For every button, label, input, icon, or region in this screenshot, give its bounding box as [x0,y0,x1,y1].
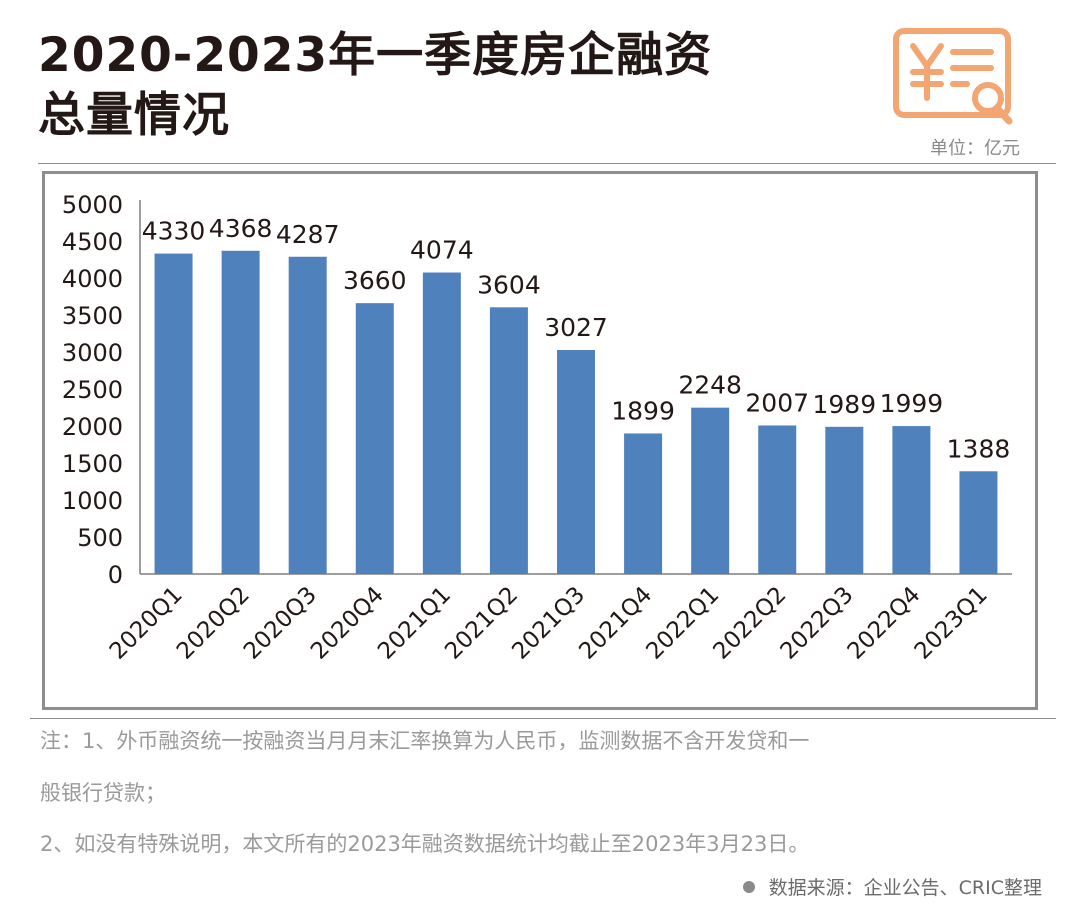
source-line: 数据来源：企业公告、CRIC整理 [742,873,1042,900]
top-divider [38,163,1056,164]
bar [557,350,595,574]
bar [758,425,797,574]
source-label: 数据来源：企业公告、CRIC整理 [768,877,1042,899]
data-label: 1899 [611,396,675,425]
bottom-divider [30,718,1056,719]
y-tick-label: 4000 [62,265,123,293]
y-tick-label: 1500 [62,450,123,478]
bar [355,303,394,574]
y-tick-label: 4500 [62,228,123,256]
data-label: 3604 [477,270,541,299]
x-tick-label: 2021Q4 [574,582,657,665]
data-label: 4330 [142,217,206,246]
bar-chart: 0 500 1000 1500 2000 2500 3000 3500 4000 4500 5000… [62,191,1012,665]
data-label: 4287 [276,220,340,249]
bar [892,426,931,574]
bar [422,272,461,574]
bar [154,253,193,574]
data-label: 4074 [410,236,474,265]
bar [624,433,663,574]
note-line-2: 般银行贷款； [40,781,166,805]
x-tick-label: 2022Q4 [843,582,926,665]
y-tick-label: 0 [108,561,123,589]
y-tick-label: 3500 [62,302,123,330]
bar [825,426,864,574]
data-label: 4368 [209,214,273,243]
x-tick-label: 2020Q2 [172,582,255,665]
x-tick-label: 2021Q3 [507,582,590,665]
x-tick-label: 2021Q2 [440,582,523,665]
y-tick-label: 2000 [62,413,123,441]
note-line-3: 2、如没有特殊说明，本文所有的2023年融资数据统计均截止至2023年3月23日… [40,832,810,856]
data-label: 1989 [812,390,876,419]
title-line-2: 总量情况 [38,88,230,143]
y-tick-label: 1000 [62,487,123,515]
data-label: 2007 [745,388,809,417]
chart-frame: 0 500 1000 1500 2000 2500 3000 3500 4000 4500 5000… [42,171,1038,710]
yuan-document-search-icon [893,28,1013,125]
title-line-1: 2020-2023年一季度房企融资 [38,28,713,83]
x-tick-label: 2020Q3 [239,582,322,665]
x-tick-label: 2022Q1 [641,582,724,665]
data-label: 1999 [880,389,944,418]
data-label: 3660 [343,266,407,295]
bar [489,307,528,574]
unit-label: 单位：亿元 [930,138,1020,159]
page-title: 2020-2023年一季度房企融资 总量情况 [38,26,838,146]
bar [959,471,998,574]
y-tick-label: 3000 [62,339,123,367]
note-line-1: 注：1、外币融资统一按融资当月月末汇率换算为人民币，监测数据不含开发贷和一 [40,729,810,753]
bullet-icon [742,881,755,893]
data-label: 1388 [947,434,1011,463]
x-tick-label: 2020Q1 [105,582,188,665]
bar [691,407,730,574]
y-tick-label: 2500 [62,376,123,404]
y-tick-label: 5000 [62,191,123,219]
bar [288,256,327,574]
data-label: 3027 [544,313,608,342]
data-label: 2248 [678,371,742,400]
x-tick-label: 2021Q1 [373,582,456,665]
x-tick-label: 2023Q1 [910,582,993,665]
bar [221,250,260,574]
x-tick-label: 2020Q4 [306,582,389,665]
y-tick-label: 500 [77,524,123,552]
x-tick-label: 2022Q3 [776,582,859,665]
x-tick-label: 2022Q2 [709,582,792,665]
